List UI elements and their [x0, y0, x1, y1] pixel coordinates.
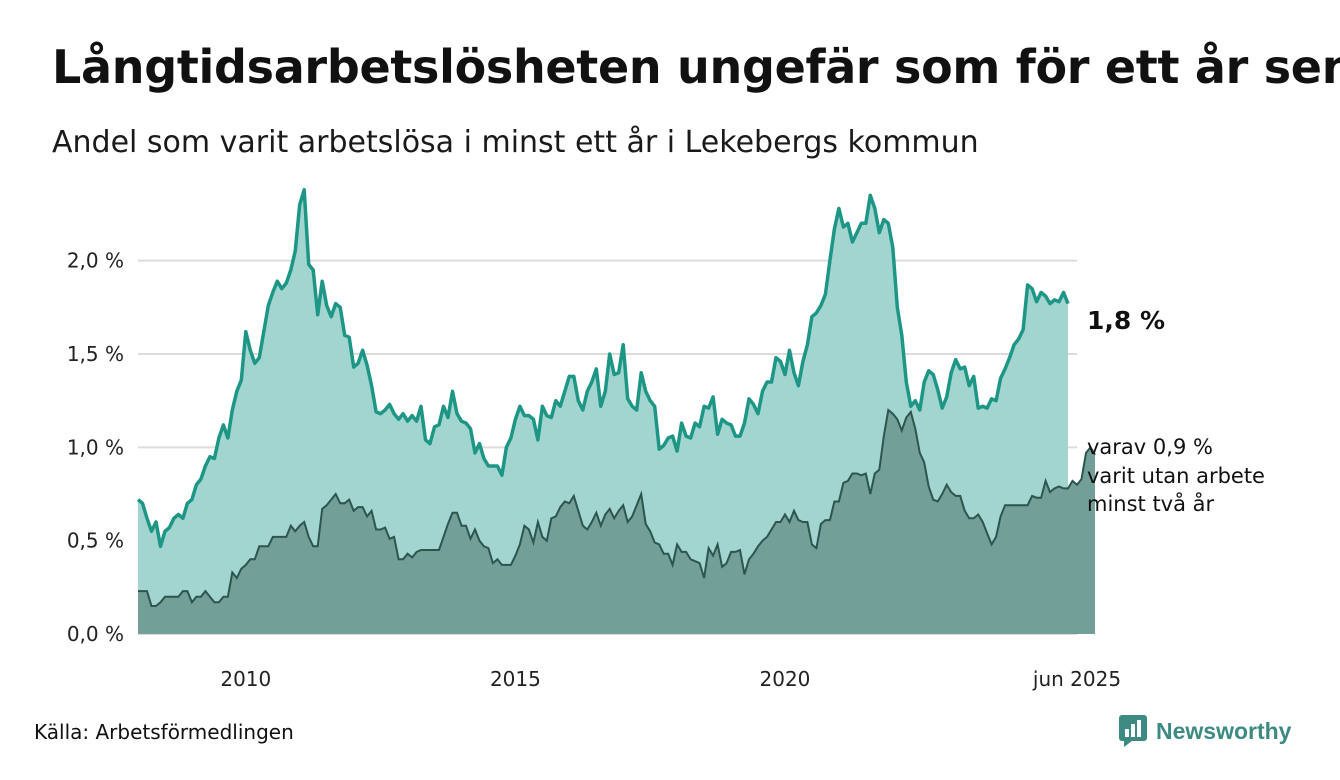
y-axis-ticks: 0,0 % 0,5 % 1,0 % 1,5 % 2,0 %: [67, 249, 124, 646]
area-unemployed-two-years: [138, 410, 1095, 634]
line-unemployed-two-years: [138, 408, 1096, 607]
y-tick-label: 0,5 %: [67, 529, 124, 553]
end-label-sub-line-2: varit utan arbete: [1087, 464, 1265, 488]
end-label-sub-line-1: varav 0,9 %: [1087, 435, 1213, 459]
source-note: Källa: Arbetsförmedlingen: [34, 720, 294, 744]
x-axis-ticks: 2010 2015 2020 jun 2025: [220, 667, 1121, 691]
brand-name: Newsworthy: [1156, 717, 1292, 744]
x-tick-label: 2015: [490, 667, 541, 691]
y-tick-label: 0,0 %: [67, 622, 124, 646]
brand-logo: Newsworthy: [1118, 714, 1291, 748]
y-tick-label: 1,0 %: [67, 435, 124, 459]
end-label-sub-line-3: minst två år: [1087, 491, 1215, 516]
x-tick-label: jun 2025: [1032, 667, 1121, 691]
y-tick-label: 1,5 %: [67, 342, 124, 366]
x-tick-label: 2020: [760, 667, 811, 691]
line-long-term-unemployed: [136, 187, 1070, 549]
y-tick-label: 2,0 %: [67, 249, 124, 273]
chart-subtitle: Andel som varit arbetslösa i minst ett å…: [52, 125, 979, 160]
end-label-main: 1,8 %: [1087, 306, 1165, 335]
newsworthy-logo-icon: [1119, 715, 1147, 747]
chart-title: Långtidsarbetslösheten ungefär som för e…: [52, 40, 1340, 94]
x-tick-label: 2010: [220, 667, 271, 691]
